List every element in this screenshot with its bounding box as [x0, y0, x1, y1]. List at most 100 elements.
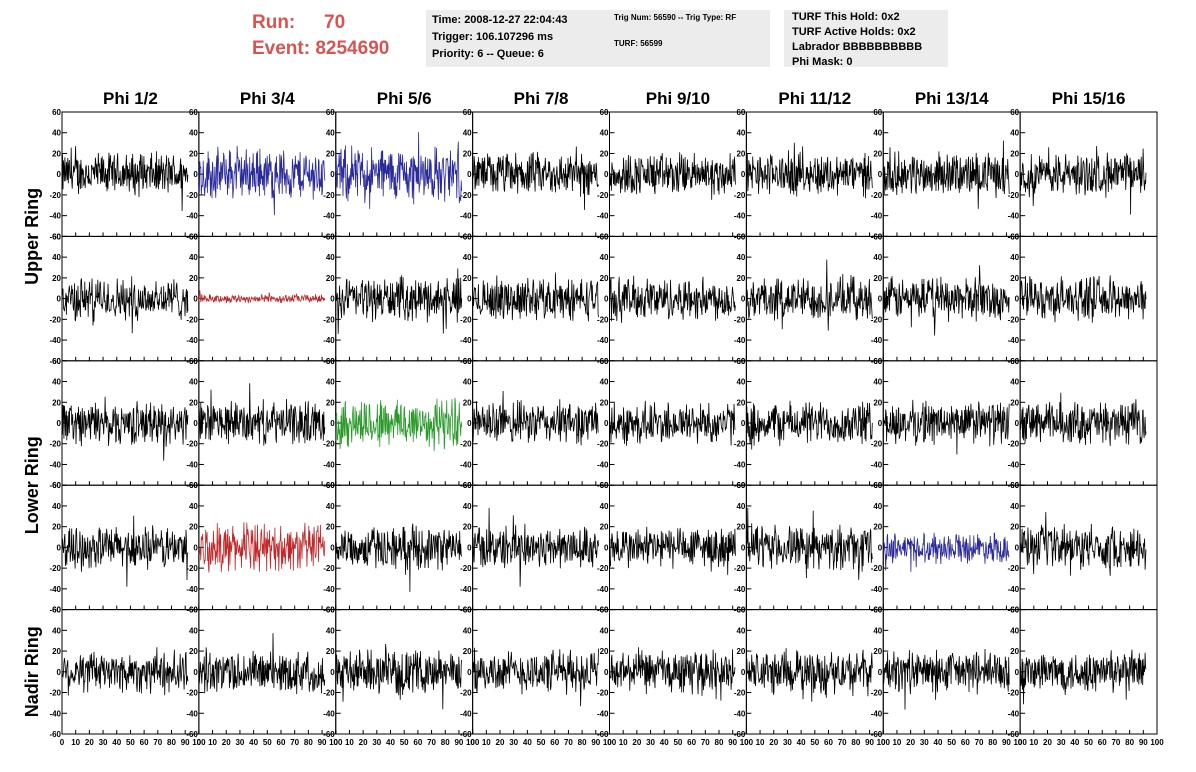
y-tick-label: 60: [52, 232, 61, 241]
y-tick-label: 20: [736, 647, 745, 656]
y-tick-label: 60: [736, 232, 745, 241]
y-tick-label: -40: [871, 585, 883, 594]
y-tick-label: 20: [600, 398, 609, 407]
y-tick-label: 0: [330, 170, 335, 179]
waveform-trace: [882, 532, 1010, 572]
y-tick-label: -20: [871, 191, 883, 200]
x-tick-label: 100: [1150, 738, 1164, 747]
y-tick-label: -20: [597, 440, 609, 449]
y-tick-label: 20: [52, 398, 61, 407]
y-tick-label: -40: [460, 336, 472, 345]
waveform-trace: [882, 265, 1010, 336]
y-tick-label: 0: [193, 295, 198, 304]
y-tick-label: 0: [467, 170, 472, 179]
waveform-trace: [609, 647, 736, 701]
y-tick-label: 40: [326, 253, 335, 262]
y-tick-label: -60: [49, 606, 61, 615]
y-tick-label: -20: [1008, 564, 1020, 573]
x-tick-label: 60: [550, 738, 559, 747]
event-label: Event:: [252, 38, 311, 59]
y-tick-label: -20: [460, 191, 472, 200]
y-tick-label: -20: [323, 689, 335, 698]
y-tick-label: 0: [330, 543, 335, 552]
column-title: Phi 7/8: [514, 89, 569, 108]
y-tick-label: -40: [49, 460, 61, 469]
y-tick-label: 40: [873, 378, 882, 387]
y-tick-label: -40: [597, 212, 609, 221]
y-tick-label: -20: [734, 440, 746, 449]
y-tick-label: -40: [186, 460, 198, 469]
x-tick-label: 10: [208, 738, 217, 747]
y-tick-label: 40: [189, 378, 198, 387]
y-tick-label: 0: [878, 295, 883, 304]
x-tick-label: 100: [192, 738, 206, 747]
y-tick-label: 40: [1010, 129, 1019, 138]
x-tick-label: 60: [140, 738, 149, 747]
y-tick-label: 40: [736, 502, 745, 511]
y-tick-label: 60: [189, 606, 198, 615]
y-tick-label: -20: [49, 564, 61, 573]
waveform-trace: [1019, 146, 1147, 215]
trig-info-box: Trig Num: 56590 -- Trig Type: RF TURF: 5…: [606, 10, 770, 67]
x-tick-label: 0: [1018, 738, 1023, 747]
y-tick-label: -40: [1008, 709, 1020, 718]
x-tick-label: 10: [482, 738, 491, 747]
y-tick-label: 40: [1010, 253, 1019, 262]
y-tick-label: 60: [463, 357, 472, 366]
y-tick-label: 60: [189, 481, 198, 490]
y-tick-label: -40: [186, 336, 198, 345]
y-tick-label: -20: [186, 440, 198, 449]
x-tick-label: 100: [1013, 738, 1027, 747]
y-tick-label: -40: [597, 585, 609, 594]
y-tick-label: 20: [189, 647, 198, 656]
y-tick-label: 0: [57, 170, 62, 179]
y-tick-label: 60: [463, 606, 472, 615]
x-tick-label: 70: [290, 738, 299, 747]
y-tick-label: 40: [600, 626, 609, 635]
y-tick-label: -20: [734, 315, 746, 324]
y-tick-label: 40: [873, 502, 882, 511]
y-tick-label: 0: [467, 668, 472, 677]
y-tick-label: 40: [52, 378, 61, 387]
y-tick-label: -20: [871, 440, 883, 449]
x-tick-label: 30: [99, 738, 108, 747]
column-title: Phi 13/14: [915, 89, 989, 108]
y-tick-label: -20: [49, 440, 61, 449]
waveform-trace: [335, 397, 463, 451]
y-tick-label: -20: [460, 315, 472, 324]
y-tick-label: 40: [326, 502, 335, 511]
y-tick-label: -40: [597, 336, 609, 345]
x-tick-label: 0: [334, 738, 339, 747]
x-tick-label: 50: [263, 738, 272, 747]
y-tick-label: 0: [741, 419, 746, 428]
y-tick-label: 20: [873, 398, 882, 407]
x-tick-label: 80: [988, 738, 997, 747]
y-tick-label: 0: [1015, 419, 1020, 428]
y-tick-label: 0: [193, 419, 198, 428]
waveform-trace: [882, 399, 1010, 455]
x-tick-label: 0: [470, 738, 475, 747]
x-tick-label: 70: [564, 738, 573, 747]
y-tick-label: 0: [604, 668, 609, 677]
y-tick-label: 40: [463, 502, 472, 511]
y-tick-label: 60: [463, 108, 472, 117]
y-tick-label: -20: [1008, 440, 1020, 449]
x-tick-label: 30: [920, 738, 929, 747]
y-tick-label: 0: [1015, 295, 1020, 304]
waveform-trace: [472, 507, 599, 587]
y-tick-label: 60: [326, 232, 335, 241]
x-tick-label: 50: [126, 738, 135, 747]
waveform-trace: [1019, 511, 1147, 576]
y-tick-label: -60: [1008, 730, 1020, 739]
column-title: Phi 5/6: [377, 89, 432, 108]
y-tick-label: 0: [878, 668, 883, 677]
y-tick-label: -20: [1008, 315, 1020, 324]
waveform-trace: [198, 290, 326, 304]
x-tick-label: 10: [1029, 738, 1038, 747]
y-tick-label: 20: [326, 647, 335, 656]
x-tick-label: 0: [881, 738, 886, 747]
x-tick-label: 80: [578, 738, 587, 747]
y-tick-label: 20: [1010, 398, 1019, 407]
x-tick-label: 70: [153, 738, 162, 747]
y-tick-label: 20: [873, 274, 882, 283]
